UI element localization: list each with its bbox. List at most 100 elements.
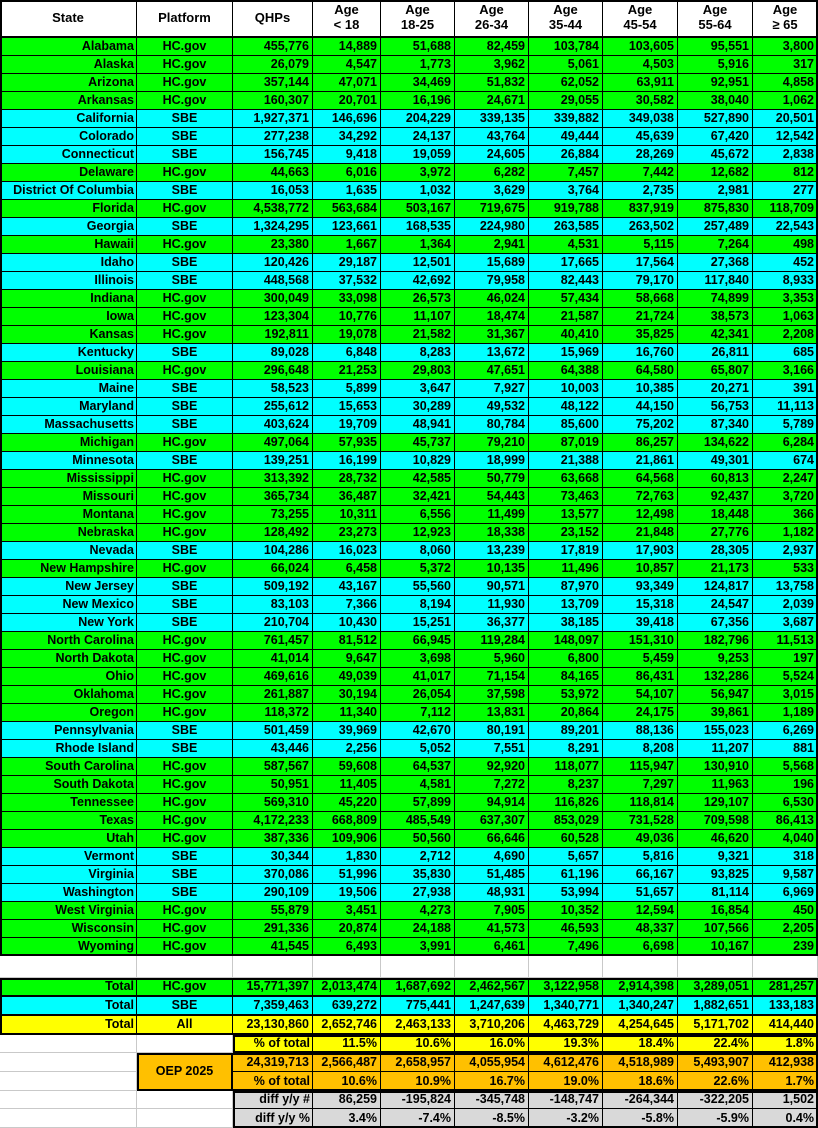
empty-cell (0, 1109, 137, 1128)
age-35-44-cell: 8,237 (529, 776, 603, 794)
age-ge-65-cell: 2,937 (753, 542, 818, 560)
state-cell: Illinois (0, 272, 137, 290)
age-ge-65-cell: 3,353 (753, 290, 818, 308)
age-35-44-cell: 53,972 (529, 686, 603, 704)
age-18-25-cell: 41,017 (381, 668, 455, 686)
age-ge-65-cell: 86,413 (753, 812, 818, 830)
age-26-34-cell: 3,629 (455, 182, 529, 200)
age-lt-18-cell: 9,647 (313, 650, 381, 668)
spacer-cell (455, 956, 529, 978)
age-ge-65-cell: 685 (753, 344, 818, 362)
age-lt-18-cell: 59,608 (313, 758, 381, 776)
state-cell: Wyoming (0, 938, 137, 956)
age-55-64-cell: 10,167 (678, 938, 753, 956)
age-35-44-cell: 103,784 (529, 38, 603, 56)
age-55-64-cell: 875,830 (678, 200, 753, 218)
age-lt-18-cell: 3,451 (313, 902, 381, 920)
age-18-25-cell: 1,364 (381, 236, 455, 254)
age-ge-65-cell: 533 (753, 560, 818, 578)
state-row: Oregon HC.gov 118,372 11,340 7,112 13,831 20,8… (0, 704, 818, 722)
age-ge-65-cell: 317 (753, 56, 818, 74)
age-35-44-cell: 17,665 (529, 254, 603, 272)
age-ge-65-cell: 812 (753, 164, 818, 182)
state-row: Alabama HC.gov 455,776 14,889 51,688 82,459 10… (0, 38, 818, 56)
age-26-34-cell: 6,461 (455, 938, 529, 956)
age-lt-18-cell: 146,696 (313, 110, 381, 128)
pct-of-total-label-cell: % of total (233, 1035, 313, 1053)
age-26-34-cell: 41,573 (455, 920, 529, 938)
age-18-25-cell: 1,773 (381, 56, 455, 74)
state-row: Florida HC.gov 4,538,772 563,684 503,167 719,… (0, 200, 818, 218)
platform-cell: HC.gov (137, 920, 233, 938)
age-lt-18-cell: 109,906 (313, 830, 381, 848)
age-35-44-cell: 82,443 (529, 272, 603, 290)
state-cell: Idaho (0, 254, 137, 272)
age-lt-18-cell: 21,253 (313, 362, 381, 380)
age-ge-65-cell: 118,709 (753, 200, 818, 218)
qhps-cell: 455,776 (233, 38, 313, 56)
state-row: Nebraska HC.gov 128,492 23,273 12,923 18,338 2… (0, 524, 818, 542)
age-35-44-cell: 853,029 (529, 812, 603, 830)
state-row: Montana HC.gov 73,255 10,311 6,556 11,499 13,5… (0, 506, 818, 524)
state-cell: Tennessee (0, 794, 137, 812)
age-26-34-cell: 24,605 (455, 146, 529, 164)
empty-cell (0, 1091, 137, 1109)
age-26-34-cell: 46,024 (455, 290, 529, 308)
age-18-25-cell: 8,283 (381, 344, 455, 362)
age-55-64-cell: 129,107 (678, 794, 753, 812)
age-lt-18-cell: 34,292 (313, 128, 381, 146)
platform-cell: SBE (137, 884, 233, 902)
age-26-34-cell: 37,598 (455, 686, 529, 704)
age-35-44-cell: 5,657 (529, 848, 603, 866)
oep-2025-label-cell: OEP 2025 (137, 1053, 233, 1091)
platform-cell: SBE (137, 848, 233, 866)
age-35-44-cell: 8,291 (529, 740, 603, 758)
state-cell: Florida (0, 200, 137, 218)
age-lt-18-cell: 563,684 (313, 200, 381, 218)
state-row: New Hampshire HC.gov 66,024 6,458 5,372 10,13… (0, 560, 818, 578)
qhps-cell: 58,523 (233, 380, 313, 398)
platform-cell: HC.gov (137, 812, 233, 830)
state-row: New York SBE 210,704 10,430 15,251 36,377 38,1… (0, 614, 818, 632)
age-26-34-cell: 79,958 (455, 272, 529, 290)
age-lt-18-cell: 10,311 (313, 506, 381, 524)
platform-cell: HC.gov (137, 776, 233, 794)
platform-cell: HC.gov (137, 794, 233, 812)
age-lt-18-cell: 19,078 (313, 326, 381, 344)
age-18-25-cell: 4,273 (381, 902, 455, 920)
age-lt-18-cell: 1,635 (313, 182, 381, 200)
age-55-64-cell: 107,566 (678, 920, 753, 938)
header-row: State Platform QHPs Age < 18 Age 18-25 Age 26-34… (0, 0, 818, 38)
age-lt-18-cell: 668,809 (313, 812, 381, 830)
age-55-64-cell: 155,023 (678, 722, 753, 740)
qhps-cell: 26,079 (233, 56, 313, 74)
age-ge-65-cell: 6,530 (753, 794, 818, 812)
age-18-25-cell: 51,688 (381, 38, 455, 56)
age-18-25-total-cell: 1,687,692 (381, 978, 455, 997)
age-lt-18-cell: 6,848 (313, 344, 381, 362)
age-26-34-oep-pct-cell: 16.7% (455, 1072, 529, 1091)
age-55-64-cell: 2,981 (678, 182, 753, 200)
age-ge-65-cell: 197 (753, 650, 818, 668)
age-45-54-cell: 44,150 (603, 398, 678, 416)
age-18-25-cell: 30,289 (381, 398, 455, 416)
age-18-25-cell: 48,941 (381, 416, 455, 434)
age-55-64-cell: 49,301 (678, 452, 753, 470)
age-ge-65-cell: 1,062 (753, 92, 818, 110)
qhps-cell: 44,663 (233, 164, 313, 182)
age-lt-18-cell: 16,023 (313, 542, 381, 560)
qhps-total-cell: 15,771,397 (233, 978, 313, 997)
header-age-lt-18: Age < 18 (313, 0, 381, 38)
age-26-34-cell: 51,485 (455, 866, 529, 884)
age-18-25-cell: 24,188 (381, 920, 455, 938)
age-18-25-cell: 50,560 (381, 830, 455, 848)
age-ge-65-total-cell: 281,257 (753, 978, 818, 997)
state-cell: Maryland (0, 398, 137, 416)
age-35-44-cell: 7,457 (529, 164, 603, 182)
age-45-54-cell: 51,657 (603, 884, 678, 902)
age-55-64-cell: 27,776 (678, 524, 753, 542)
age-ge-65-cell: 366 (753, 506, 818, 524)
header-age-ge-65: Age ≥ 65 (753, 0, 818, 38)
qhps-cell: 41,545 (233, 938, 313, 956)
age-ge-65-total-cell: 133,183 (753, 997, 818, 1016)
